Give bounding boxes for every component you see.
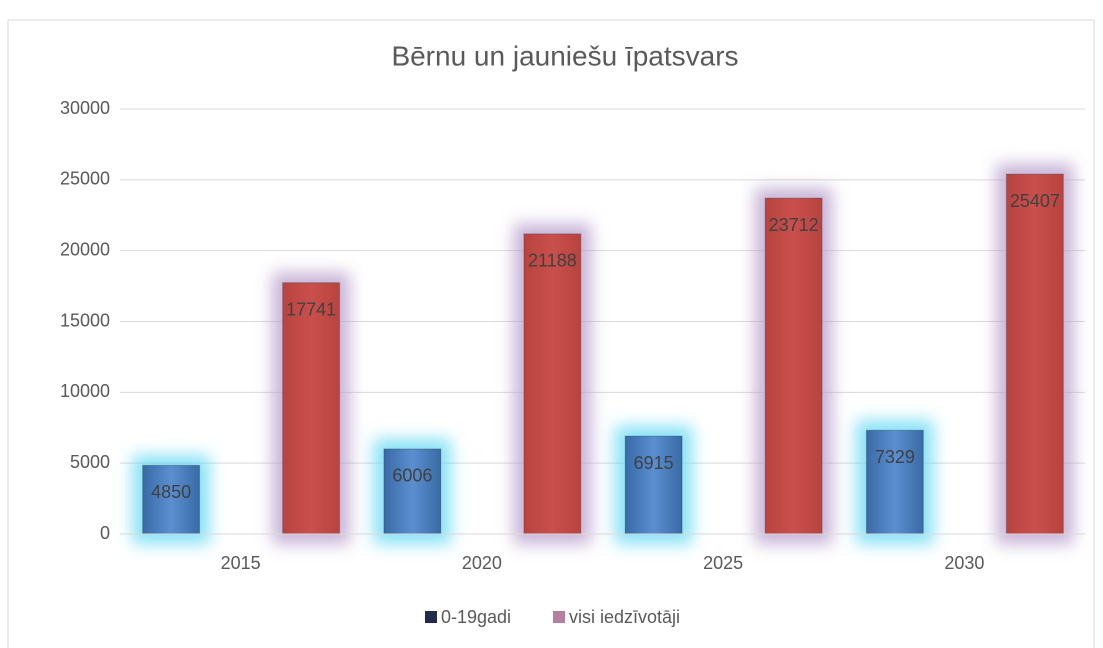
bar <box>764 197 823 535</box>
data-label: 6915 <box>634 453 674 473</box>
y-tick-label: 20000 <box>60 239 110 259</box>
y-tick-label: 25000 <box>60 169 110 189</box>
bar <box>142 464 201 535</box>
data-label: 17741 <box>286 299 336 319</box>
x-tick-label: 2020 <box>462 553 502 573</box>
bar <box>1005 173 1064 535</box>
bar <box>383 448 442 535</box>
bar <box>865 429 924 535</box>
y-tick-label: 5000 <box>70 452 110 472</box>
legend-swatch <box>425 611 437 623</box>
x-tick-label: 2015 <box>221 553 261 573</box>
x-tick-label: 2030 <box>944 553 984 573</box>
data-label: 23712 <box>769 215 819 235</box>
bar <box>282 282 341 535</box>
x-tick-label: 2025 <box>703 553 743 573</box>
bar <box>624 435 683 535</box>
data-label: 7329 <box>875 447 915 467</box>
y-tick-label: 30000 <box>60 98 110 118</box>
y-tick-label: 0 <box>100 523 110 543</box>
data-label: 4850 <box>151 482 191 502</box>
bar <box>523 233 582 535</box>
data-label: 21188 <box>528 251 577 271</box>
legend-swatch <box>553 611 565 623</box>
legend-label: 0-19gadi <box>441 607 511 627</box>
y-tick-label: 15000 <box>60 310 110 330</box>
data-label: 6006 <box>392 466 432 486</box>
chart-title: Bērnu un jauniešu īpatsvars <box>391 40 738 71</box>
data-label: 25407 <box>1010 191 1060 211</box>
legend-label: visi iedzīvotāji <box>569 607 680 627</box>
y-tick-label: 10000 <box>60 381 110 401</box>
